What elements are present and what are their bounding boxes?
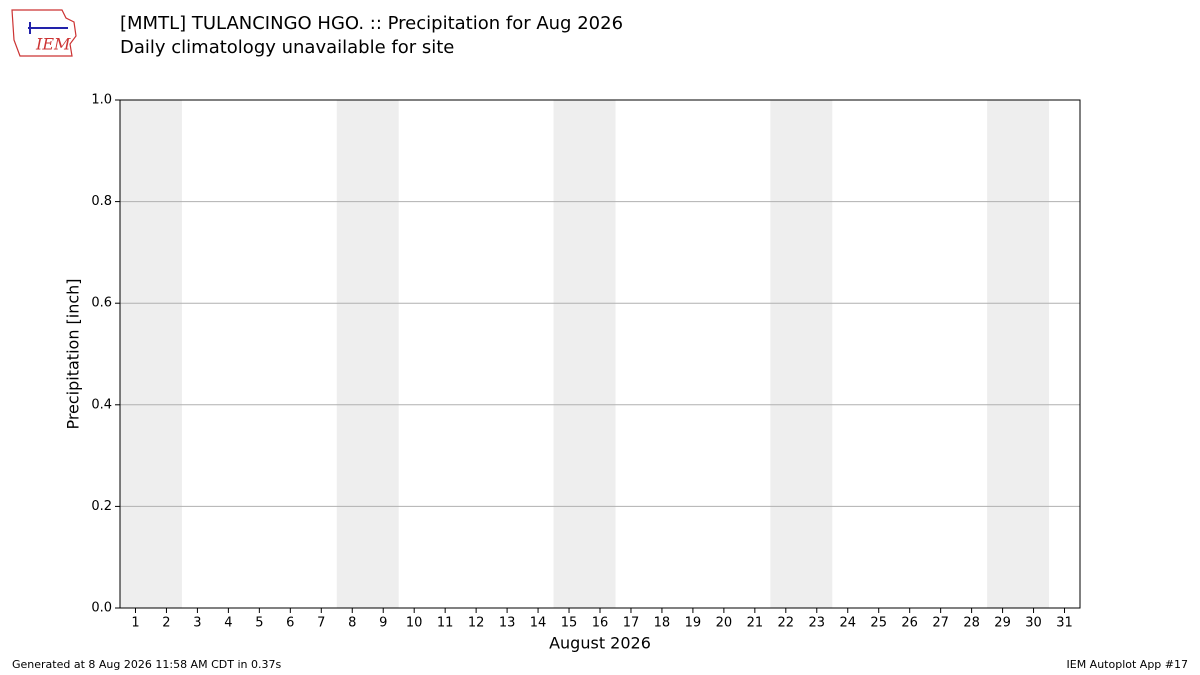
x-tick-label: 5 xyxy=(255,616,263,631)
x-tick-label: 29 xyxy=(994,616,1011,631)
x-tick-label: 31 xyxy=(1056,616,1073,631)
x-tick-label: 28 xyxy=(963,616,980,631)
x-tick-label: 27 xyxy=(932,616,949,631)
x-tick-label: 25 xyxy=(870,616,887,631)
footer-left: Generated at 8 Aug 2026 11:58 AM CDT in … xyxy=(12,658,281,671)
x-tick-label: 17 xyxy=(623,616,640,631)
weekend-band xyxy=(553,100,616,608)
x-tick-label: 23 xyxy=(809,616,826,631)
x-tick-label: 9 xyxy=(379,616,387,631)
x-tick-label: 2 xyxy=(162,616,170,631)
logo: IEM xyxy=(11,9,77,57)
chart-title: [MMTL] TULANCINGO HGO. :: Precipitation … xyxy=(120,13,623,34)
x-tick-label: 19 xyxy=(685,616,702,631)
y-tick-label: 0.0 xyxy=(91,601,112,616)
x-tick-label: 10 xyxy=(406,616,423,631)
plot-frame xyxy=(119,99,1081,609)
y-tick-label: 0.8 xyxy=(91,194,112,209)
x-tick-label: 18 xyxy=(654,616,671,631)
x-tick-label: 12 xyxy=(468,616,485,631)
y-tick-label: 0.6 xyxy=(91,296,112,311)
x-tick-label: 3 xyxy=(193,616,201,631)
x-tick-label: 8 xyxy=(348,616,356,631)
y-axis-label: Precipitation [inch] xyxy=(64,278,83,429)
logo-text: IEM xyxy=(35,35,71,54)
y-tick-label: 0.2 xyxy=(91,499,112,514)
x-tick-label: 20 xyxy=(716,616,733,631)
logo-outline xyxy=(11,9,77,57)
x-tick-label: 21 xyxy=(747,616,764,631)
footer-right: IEM Autoplot App #17 xyxy=(1067,658,1189,671)
x-tick-label: 14 xyxy=(530,616,547,631)
x-tick-label: 4 xyxy=(224,616,232,631)
x-tick-label: 15 xyxy=(561,616,578,631)
x-tick-label: 26 xyxy=(901,616,918,631)
x-tick-label: 6 xyxy=(286,616,294,631)
y-tick-label: 0.4 xyxy=(91,397,112,412)
weekend-band xyxy=(770,100,833,608)
x-tick-label: 22 xyxy=(778,616,795,631)
weekend-band xyxy=(336,100,399,608)
x-tick-label: 7 xyxy=(317,616,325,631)
x-tick-label: 16 xyxy=(592,616,609,631)
x-tick-label: 13 xyxy=(499,616,516,631)
weekend-band xyxy=(987,100,1050,608)
chart-subtitle: Daily climatology unavailable for site xyxy=(120,37,454,58)
x-tick-label: 24 xyxy=(839,616,856,631)
x-tick-label: 30 xyxy=(1025,616,1042,631)
weekend-band xyxy=(120,100,182,608)
y-tick-label: 1.0 xyxy=(91,93,112,108)
x-axis-label: August 2026 xyxy=(549,634,651,653)
plot-area: 0.00.20.40.60.81.01 2 3 4 5 6 7 8 9 10 11 12 13 14 15 1… xyxy=(91,93,1081,631)
x-tick-label: 1 xyxy=(131,616,139,631)
x-tick-label: 11 xyxy=(437,616,454,631)
